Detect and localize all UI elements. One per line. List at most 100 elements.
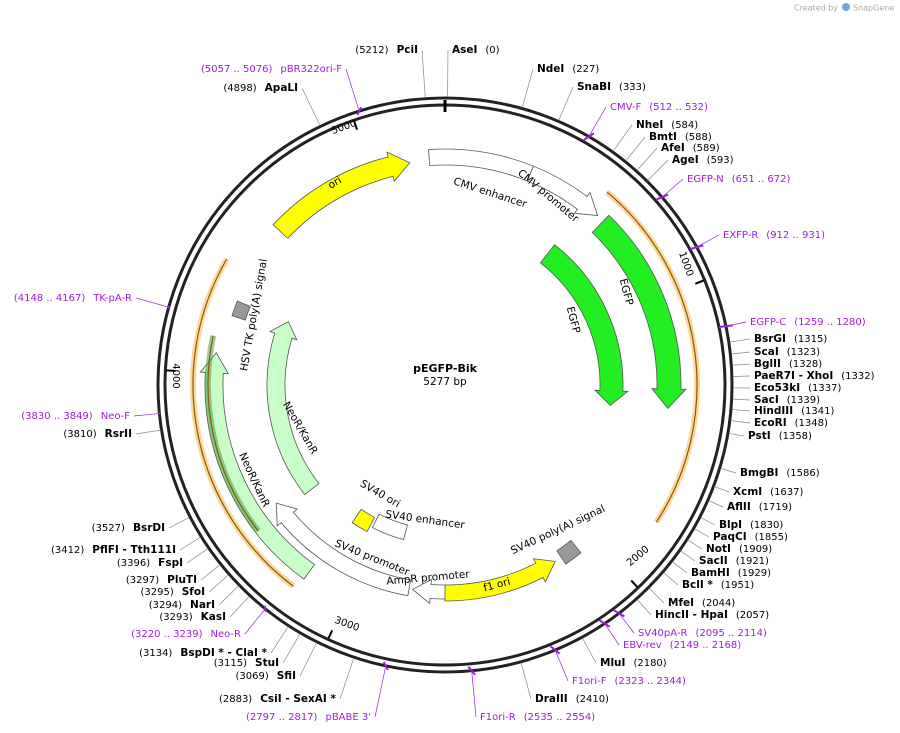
site-label: BlpI (1830): [719, 519, 783, 531]
site-position: (1855): [755, 532, 788, 543]
primer-range: (2095 .. 2114): [695, 628, 767, 639]
orf-arc: [207, 335, 259, 532]
feature-label: EGFP: [564, 305, 583, 334]
site-leader: [168, 517, 190, 529]
site-name: AfeI: [661, 142, 685, 154]
plasmid-length: 5277 bp: [423, 376, 467, 388]
feature-egfp: [539, 244, 629, 406]
site-name: BsrGI: [754, 333, 786, 345]
site-position: (5212): [355, 45, 388, 56]
site-label: HincII - HpaI (2057): [655, 609, 769, 621]
site-label: SnaBI (333): [577, 81, 646, 93]
site-position: (1315): [794, 334, 827, 345]
primer-name: EGFP-C: [750, 317, 786, 328]
site-label: (3297) PluTI: [126, 574, 197, 586]
logo: [842, 3, 850, 11]
site-label: BsrGI (1315): [754, 333, 827, 345]
site-name: PaqCI: [713, 531, 747, 543]
primer-range: (3220 .. 3239): [131, 629, 203, 640]
primer-name: pBABE 3': [325, 712, 371, 723]
site-label: NdeI (227): [537, 63, 599, 75]
site-name: EcoRI: [754, 417, 787, 429]
primer-mark: [382, 661, 389, 671]
site-label: BamHI (1929): [691, 567, 771, 579]
primer-leader: [604, 624, 620, 646]
site-position: (3297): [126, 575, 159, 586]
site-leader: [218, 585, 239, 606]
primer-label: F1ori-R (2535 .. 2554): [480, 712, 595, 723]
primer-range: (5057 .. 5076): [201, 64, 273, 75]
site-label: PaqCI (1855): [713, 531, 788, 543]
site-label: BmgBI (1586): [740, 467, 820, 479]
site-leader: [672, 561, 688, 574]
primer-leader: [589, 106, 607, 136]
site-name: SacI: [754, 394, 779, 406]
site-position: (3293): [159, 612, 192, 623]
primer-mark: [263, 605, 267, 613]
primer-label: (2797 .. 2817) pBABE 3': [246, 712, 371, 723]
primer-label: EGFP-N (651 .. 672): [687, 174, 791, 185]
site-label: (3295) SfoI: [140, 586, 205, 598]
site-label: SacII (1921): [699, 555, 769, 567]
primer-mark: [583, 132, 595, 141]
primer-label: EBV-rev (2149 .. 2168): [623, 640, 741, 651]
primer-label: (3830 .. 3849) Neo-F: [21, 411, 130, 422]
site-leader: [636, 599, 652, 616]
site-name: BamHI: [691, 567, 730, 579]
primer-label: SV40pA-R (2095 .. 2114): [638, 628, 767, 639]
site-position: (2044): [702, 598, 735, 609]
site-leader: [582, 637, 597, 664]
site-position: (1323): [787, 347, 820, 358]
site-position: (1337): [808, 383, 841, 394]
primer-leader: [697, 234, 720, 248]
site-label: HindIII (1341): [754, 405, 834, 417]
site-name: NheI: [636, 119, 663, 131]
site-name: XcmI: [733, 486, 762, 498]
site-leader: [700, 517, 716, 526]
feature-label: ori: [326, 174, 344, 191]
orf-arc: [606, 191, 698, 523]
feature-sv40-enhancer: [371, 513, 408, 541]
site-position: (1921): [736, 556, 769, 567]
primer-name: F1ori-F: [572, 676, 607, 687]
site-name: PciI: [397, 44, 418, 56]
site-label: (3412) PflFI - Tth111I: [51, 544, 176, 556]
site-name: KasI: [201, 611, 226, 623]
site-leader: [730, 420, 751, 424]
primer-range: (1259 .. 1280): [794, 317, 866, 328]
site-position: (1339): [787, 395, 820, 406]
site-label: BglII (1328): [754, 358, 822, 370]
primer-range: (2149 .. 2168): [670, 640, 742, 651]
site-name: BclI *: [682, 579, 713, 591]
primer-name: F1ori-R: [480, 712, 516, 723]
site-leader: [612, 124, 633, 152]
site-position: (593): [707, 155, 734, 166]
feature-label: CMV enhancer: [452, 176, 529, 211]
site-name: NotI: [706, 543, 731, 555]
primer-mark: [689, 244, 704, 251]
primer-label: CMV-F (512 .. 532): [610, 102, 708, 113]
feature-label: SV40 ori: [358, 478, 402, 511]
primer-label: EGFP-C (1259 .. 1280): [750, 317, 866, 328]
primer-name: Neo-F: [101, 411, 131, 422]
site-leader: [229, 596, 250, 618]
primer-label: EXFP-R (912 .. 931): [723, 230, 825, 241]
site-position: (588): [685, 132, 712, 143]
site-leader: [732, 398, 751, 401]
site-label: (3293) KasI: [159, 611, 226, 623]
site-position: (1929): [738, 568, 771, 579]
primer-name: EXFP-R: [723, 230, 758, 241]
site-position: (3115): [214, 658, 247, 669]
site-leader: [625, 136, 646, 162]
site-label: ScaI (1323): [754, 346, 820, 358]
feature-cmv-promoter: [526, 165, 599, 217]
site-position: (1637): [770, 487, 803, 498]
ring-tick-label: 3000: [333, 615, 361, 634]
site-label: BclI * (1951): [682, 579, 754, 591]
site-position: (1341): [801, 406, 834, 417]
site-name: SacII: [699, 555, 728, 567]
primer-leader: [555, 650, 569, 682]
site-leader: [732, 375, 751, 377]
site-position: (589): [693, 143, 720, 154]
primer-leader: [374, 666, 386, 718]
